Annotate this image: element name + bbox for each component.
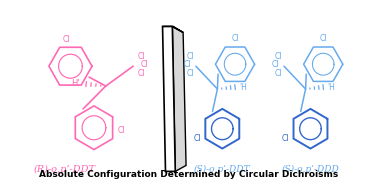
Polygon shape — [163, 26, 183, 32]
Text: Cl: Cl — [186, 52, 194, 61]
Text: Cl: Cl — [319, 34, 327, 43]
Text: Cl: Cl — [118, 126, 125, 135]
Text: Cl: Cl — [183, 60, 191, 69]
Text: Cl: Cl — [282, 134, 290, 143]
Text: Cl: Cl — [194, 134, 201, 143]
Text: Cl: Cl — [138, 69, 146, 78]
Polygon shape — [163, 26, 175, 171]
Text: H': H' — [71, 79, 79, 88]
Text: Absolute Configuration Determined by Circular Dichroisms: Absolute Configuration Determined by Cir… — [39, 170, 339, 179]
Text: (R)-o,p’-DDT: (R)-o,p’-DDT — [34, 165, 96, 174]
Text: (S)-o,p’-DDT: (S)-o,p’-DDT — [194, 165, 251, 174]
Polygon shape — [172, 26, 186, 171]
Text: Cl: Cl — [63, 35, 70, 44]
Text: Cl: Cl — [186, 69, 194, 78]
Text: Cl: Cl — [274, 69, 282, 78]
Text: Cl: Cl — [274, 52, 282, 61]
Text: 'H: 'H — [239, 83, 247, 91]
Text: Cl: Cl — [138, 52, 146, 61]
Text: (S)-o,p’-DDD: (S)-o,p’-DDD — [282, 165, 339, 174]
Text: Cl: Cl — [231, 34, 239, 43]
Text: Cl: Cl — [141, 60, 149, 69]
Text: Cl: Cl — [272, 60, 279, 69]
Text: 'H: 'H — [327, 83, 335, 91]
